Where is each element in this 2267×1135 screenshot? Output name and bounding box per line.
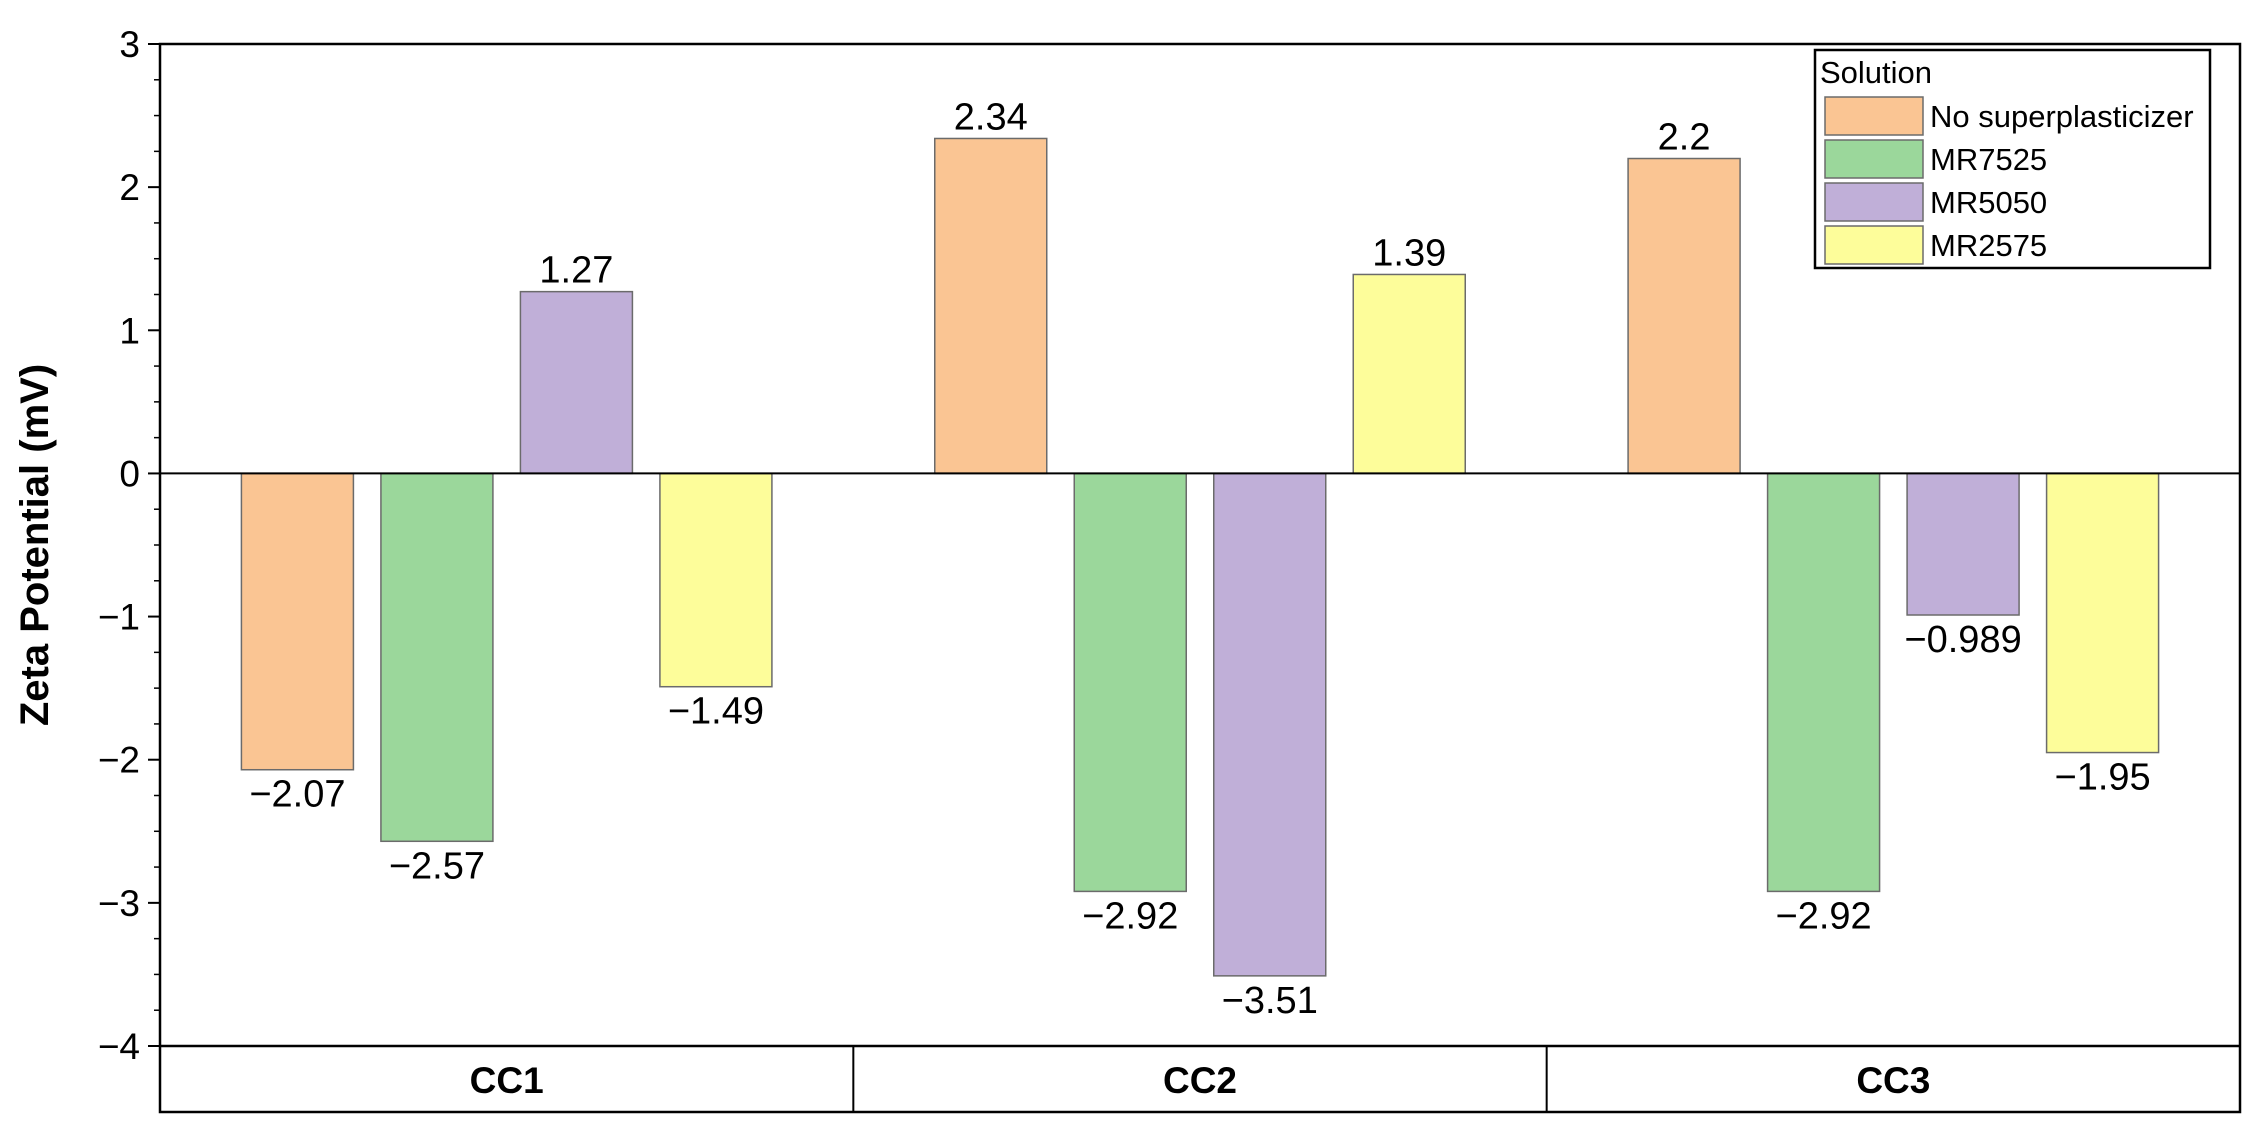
legend-item-label: MR7525 bbox=[1930, 142, 2047, 177]
legend-items: No superplasticizer MR7525 MR5050 MR2575 bbox=[1824, 96, 2194, 265]
bar-cc2-series-3 bbox=[1213, 472, 1327, 977]
category-label: CC3 bbox=[1856, 1060, 1930, 1101]
bar-cc2-series-1 bbox=[934, 137, 1048, 475]
legend-swatch bbox=[1824, 96, 1924, 136]
legend: Solution No superplasticizer MR7525 MR5050… bbox=[1813, 48, 2212, 270]
plot-frame bbox=[158, 42, 2242, 1114]
bar-cc3-series-3 bbox=[1906, 472, 2020, 616]
legend-item-label: No superplasticizer bbox=[1930, 99, 2194, 134]
bar-value-label: 1.27 bbox=[539, 250, 613, 292]
y-axis-ticks: −4 −3 −2 −1 0 1 2 3 bbox=[98, 24, 160, 1067]
y-tick-label: −1 bbox=[98, 597, 140, 638]
bar-value-label: −2.92 bbox=[1776, 895, 1872, 937]
bar-value-label: 2.34 bbox=[954, 96, 1028, 138]
bars bbox=[240, 137, 2160, 977]
legend-item-label: MR2575 bbox=[1930, 228, 2047, 263]
bar-cc1-series-2 bbox=[380, 472, 494, 843]
bar-value-label: −2.07 bbox=[249, 774, 345, 816]
legend-swatch bbox=[1824, 182, 1924, 222]
y-tick-label: −2 bbox=[98, 740, 140, 781]
bar-value-label: −0.989 bbox=[1904, 619, 2021, 661]
bar-value-label: 1.39 bbox=[1372, 232, 1446, 274]
legend-title: Solution bbox=[1820, 55, 1932, 90]
bar-value-label: −2.57 bbox=[389, 845, 485, 887]
legend-swatch bbox=[1824, 139, 1924, 179]
category-axis: CC1 CC2 CC3 bbox=[160, 1044, 2240, 1112]
y-tick-label: 1 bbox=[119, 310, 140, 351]
category-label: CC1 bbox=[470, 1060, 544, 1101]
bar-cc3-series-4 bbox=[2045, 472, 2160, 754]
bar-cc3-series-1 bbox=[1627, 157, 1741, 475]
legend-item-label: MR5050 bbox=[1930, 185, 2047, 220]
y-tick-label: −3 bbox=[98, 883, 140, 924]
y-tick-label: 2 bbox=[119, 167, 140, 208]
bar-cc2-series-4 bbox=[1352, 273, 1466, 475]
y-tick-label: −4 bbox=[98, 1026, 140, 1067]
bar-cc3-series-2 bbox=[1766, 472, 1881, 893]
bar-value-label: −1.49 bbox=[668, 691, 764, 733]
bar-value-label: −3.51 bbox=[1222, 980, 1318, 1022]
bar-cc1-series-1 bbox=[240, 472, 355, 771]
legend-swatch bbox=[1824, 225, 1924, 265]
bar-cc1-series-3 bbox=[519, 290, 634, 475]
bar-value-label: −1.95 bbox=[2055, 757, 2151, 799]
y-tick-label: 3 bbox=[119, 24, 140, 65]
bar-cc2-series-2 bbox=[1073, 472, 1187, 893]
bar-value-label: 2.2 bbox=[1658, 117, 1711, 159]
category-label: CC2 bbox=[1163, 1060, 1237, 1101]
bar-cc1-series-4 bbox=[659, 472, 773, 688]
data-labels: −2.07 2.34 2.2 −2.57 −2.92 −2.92 1.27 −3.51 −0.9… bbox=[249, 96, 2150, 1021]
y-axis-title: Zeta Potential (mV) bbox=[13, 364, 57, 726]
y-tick-label: 0 bbox=[119, 453, 140, 494]
bar-value-label: −2.92 bbox=[1082, 895, 1178, 937]
